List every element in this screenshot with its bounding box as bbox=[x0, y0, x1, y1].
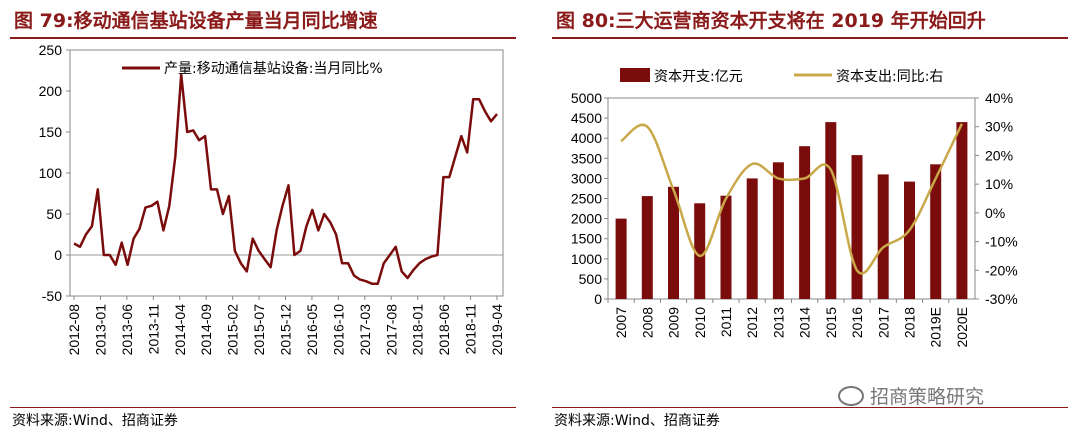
right-xtick-label: 2011 bbox=[718, 307, 734, 337]
right-yleft-tick-label: 2000 bbox=[571, 211, 602, 227]
right-growth-line bbox=[620, 123, 964, 275]
left-xtick-label: 2015-12 bbox=[278, 304, 294, 356]
left-title-rule bbox=[10, 37, 516, 39]
left-xtick-label: 2013-11 bbox=[145, 304, 161, 355]
right-yleft-tick-label: 4500 bbox=[571, 110, 602, 126]
right-legend: 资本开支:亿元 资本支出:同比:右 bbox=[620, 68, 943, 85]
left-ytick-label: 150 bbox=[39, 124, 63, 140]
right-bar bbox=[877, 174, 889, 299]
right-bar bbox=[825, 122, 837, 299]
watermark-text: 招商策略研究 bbox=[870, 386, 985, 408]
right-yright-tick-label: -30% bbox=[985, 291, 1018, 307]
right-yleft-tick-label: 1000 bbox=[571, 251, 602, 267]
right-yright-tick-label: -10% bbox=[985, 234, 1018, 250]
left-xtick-label: 2014-04 bbox=[172, 304, 188, 356]
right-bar bbox=[799, 146, 811, 299]
right-xtick-label: 2007 bbox=[613, 307, 629, 338]
right-xtick-label: 2017 bbox=[875, 307, 891, 338]
left-xtick-label: 2015-07 bbox=[251, 304, 267, 356]
right-xtick-label: 2009 bbox=[666, 307, 682, 338]
left-xtick-label: 2014-09 bbox=[198, 304, 214, 356]
left-xtick-label: 2018-11 bbox=[463, 304, 479, 355]
right-bar bbox=[851, 155, 863, 299]
right-yright-tick-label: 10% bbox=[985, 176, 1013, 192]
left-chart-panel: 图 79:移动通信基站设备产量当月同比增速 -50 0 50 100 150 200 250… bbox=[0, 0, 528, 441]
right-bar bbox=[746, 178, 758, 299]
right-xtick-label: 2012 bbox=[744, 307, 760, 338]
right-yleft-tick-label: 5000 bbox=[571, 90, 602, 106]
right-bar bbox=[956, 122, 968, 299]
right-bar bbox=[930, 164, 942, 299]
left-xtick-label: 2017-03 bbox=[357, 304, 373, 356]
left-source-rule bbox=[10, 407, 516, 408]
left-source-note: 资料来源:Wind、招商证券 bbox=[12, 413, 178, 429]
right-xtick-label: 2010 bbox=[692, 307, 708, 338]
right-combo-chart: 0 500 1000 1500 2000 2500 3000 3500 4000 4500 5000… bbox=[571, 68, 1018, 347]
left-ytick-label: 50 bbox=[46, 206, 62, 222]
right-bar bbox=[615, 218, 627, 299]
left-xtick-label: 2018-01 bbox=[410, 304, 426, 356]
right-xtick-label: 2019E bbox=[928, 307, 944, 347]
left-xtick-label: 2013-01 bbox=[92, 304, 108, 356]
left-ytick-label: 200 bbox=[39, 83, 63, 99]
right-yleft-tick-label: 3000 bbox=[571, 170, 602, 186]
right-source-rule bbox=[552, 407, 1068, 408]
right-bar bbox=[904, 181, 915, 299]
right-yleft-tick-label: 2500 bbox=[571, 191, 602, 207]
right-yleft-tick-label: 4000 bbox=[571, 130, 602, 146]
right-yright-tick-label: -20% bbox=[985, 262, 1018, 278]
left-ytick-label: -50 bbox=[42, 288, 62, 304]
left-ytick-label: 0 bbox=[54, 247, 62, 263]
right-xtick-label: 2008 bbox=[639, 307, 655, 338]
right-bar bbox=[772, 162, 784, 299]
left-xtick-label: 2015-02 bbox=[225, 304, 241, 356]
right-xtick-label: 2014 bbox=[797, 307, 813, 338]
wechat-icon bbox=[838, 385, 864, 406]
left-xtick-label: 2013-06 bbox=[119, 304, 135, 356]
right-yright-tick-label: 0% bbox=[985, 205, 1005, 221]
right-yleft-tick-label: 3500 bbox=[571, 150, 602, 166]
right-plot-frame bbox=[607, 97, 976, 300]
right-yright-tick-label: 30% bbox=[985, 119, 1013, 135]
left-xtick-label: 2012-08 bbox=[66, 304, 82, 356]
right-yright-tick-label: 20% bbox=[985, 147, 1013, 163]
left-line-chart: -50 0 50 100 150 200 250 2012-08 2013-01 2013-06 2… bbox=[39, 42, 505, 356]
left-ytick-label: 100 bbox=[39, 165, 63, 181]
left-legend: 产量:移动通信基站设备:当月同比% bbox=[122, 60, 383, 77]
right-yright-tick-label: 40% bbox=[985, 90, 1013, 106]
right-legend-line-label: 资本支出:同比:右 bbox=[836, 69, 943, 85]
right-xtick-label: 2015 bbox=[823, 307, 839, 338]
right-bar bbox=[641, 196, 653, 299]
left-legend-label: 产量:移动通信基站设备:当月同比% bbox=[164, 60, 383, 77]
left-xtick-label: 2018-06 bbox=[436, 304, 452, 356]
right-title-rule bbox=[552, 37, 1068, 39]
right-yleft-tick-label: 500 bbox=[579, 271, 603, 287]
left-ytick-label: 250 bbox=[39, 42, 63, 58]
right-chart-panel: 图 80:三大运营商资本开支将在 2019 年开始回升 0 500 1000 1500… bbox=[542, 0, 1080, 441]
left-xtick-label: 2017-08 bbox=[383, 304, 399, 356]
left-xtick-label: 2016-05 bbox=[304, 304, 320, 356]
left-xtick-label: 2019-04 bbox=[489, 304, 505, 356]
right-bar bbox=[720, 195, 732, 299]
left-xtick-label: 2016-10 bbox=[330, 304, 346, 356]
right-source-note: 资料来源:Wind、招商证券 bbox=[554, 413, 720, 429]
right-xtick-label: 2020E bbox=[954, 307, 970, 347]
left-series-line bbox=[73, 73, 498, 285]
right-bar bbox=[694, 203, 706, 299]
left-plot-frame bbox=[69, 49, 504, 297]
right-xtick-label: 2016 bbox=[849, 307, 865, 338]
right-xtick-label: 2013 bbox=[770, 307, 786, 338]
right-yleft-tick-label: 1500 bbox=[571, 231, 602, 247]
right-yleft-tick-label: 0 bbox=[594, 291, 602, 307]
right-xtick-label: 2018 bbox=[901, 307, 917, 338]
right-chart-title: 图 80:三大运营商资本开支将在 2019 年开始回升 bbox=[556, 10, 986, 32]
right-legend-bar-label: 资本开支:亿元 bbox=[654, 69, 743, 85]
left-chart-title: 图 79:移动通信基站设备产量当月同比增速 bbox=[14, 10, 378, 32]
right-bar bbox=[668, 186, 679, 299]
right-legend-bar-swatch bbox=[620, 68, 650, 82]
watermark: 招商策略研究 bbox=[838, 382, 984, 409]
